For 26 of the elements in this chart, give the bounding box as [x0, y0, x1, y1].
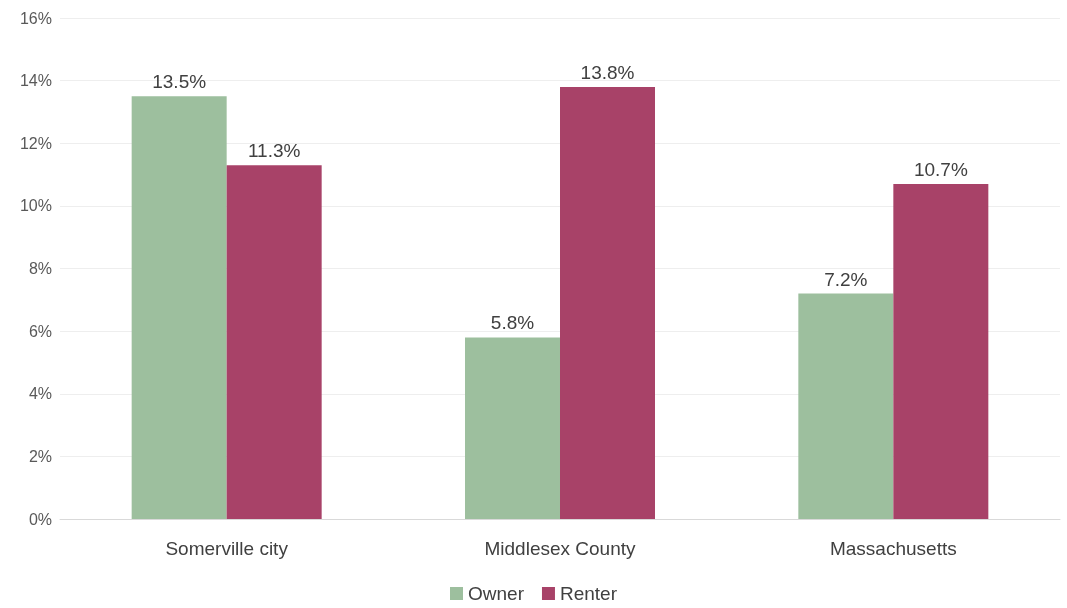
y-tick-label: 8% [28, 260, 52, 277]
bar [798, 293, 894, 519]
data-label: 5.8% [490, 312, 535, 334]
y-tick-label: 12% [19, 134, 52, 152]
y-tick-label: 6% [28, 322, 52, 340]
y-tick-label: 16% [19, 9, 52, 27]
bar [893, 183, 989, 519]
legend-label: Owner [468, 583, 525, 604]
x-tick-label: Massachusetts [829, 538, 957, 559]
y-tick-label: 14% [19, 72, 52, 90]
bar [560, 86, 655, 519]
y-tick-label: 0% [28, 510, 52, 528]
x-tick-label: Somerville city [165, 538, 289, 559]
data-label: 11.3% [247, 140, 301, 162]
bar [226, 165, 322, 519]
data-label: 13.8% [580, 61, 635, 83]
bar [465, 337, 560, 519]
x-tick-label: Middlesex County [484, 538, 636, 559]
data-label: 7.2% [824, 268, 868, 290]
data-label: 13.5% [152, 71, 207, 93]
y-tick-label: 10% [19, 197, 52, 215]
bar [131, 96, 227, 519]
y-tick-label: 4% [28, 385, 52, 403]
legend-label: Renter [559, 583, 618, 604]
y-tick-label: 2% [28, 447, 52, 465]
data-label: 10.7% [913, 158, 968, 180]
